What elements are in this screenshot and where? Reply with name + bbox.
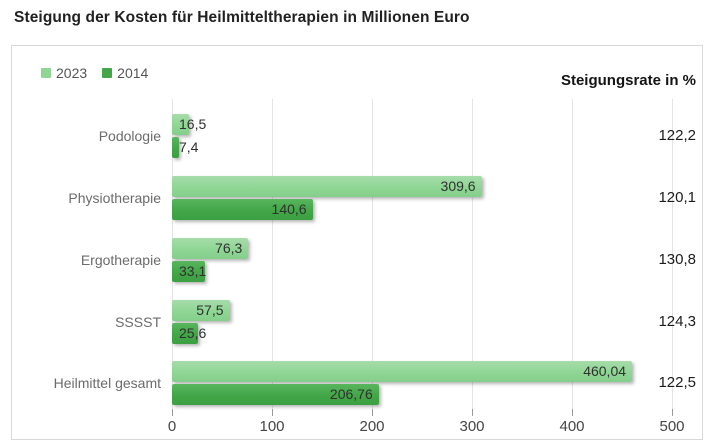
- chart-area: 2023 2014 Steigungsrate in % 0 100 200 300 40…: [11, 45, 703, 440]
- x-axis-label-400: 400: [559, 418, 585, 435]
- bar-value-label: 33,1: [179, 263, 207, 279]
- bar-2023-Podologie[interactable]: 16,5: [172, 114, 206, 135]
- tick-x-500: [672, 409, 673, 416]
- bar-value-label: 460,04: [583, 363, 627, 379]
- x-axis-label-300: 300: [459, 418, 485, 435]
- legend: 2023 2014: [41, 65, 148, 81]
- steigungsrate-value: 122,2: [658, 127, 696, 144]
- x-axis-label-0: 0: [167, 418, 177, 435]
- x-axis-label-500: 500: [659, 418, 685, 435]
- x-axis-label-200: 200: [359, 418, 385, 435]
- bar-value-label: 206,76: [329, 386, 373, 402]
- steigungsrate-value: 122,5: [658, 374, 696, 391]
- bar-2014-Physiotherapie[interactable]: 140,6: [172, 199, 313, 220]
- tick-x-100: [272, 409, 273, 416]
- bar-value-label: 309,6: [440, 178, 476, 194]
- bar-2023-Ergotherapie[interactable]: 76,3: [172, 238, 249, 259]
- legend-item-2023[interactable]: 2023: [41, 65, 87, 81]
- gridline-x-200: [372, 99, 373, 409]
- gridline-x-400: [572, 99, 573, 409]
- steigungsrate-value: 124,3: [658, 313, 696, 330]
- gridline-x-500: [672, 99, 673, 409]
- legend-label: 2023: [56, 65, 88, 81]
- tick-x-0: [172, 409, 173, 416]
- bar-2023-SSSST[interactable]: 57,5: [172, 300, 230, 321]
- bar-value-label: 25,6: [179, 325, 207, 341]
- category-label: Heilmittel gesamt: [53, 375, 161, 391]
- bar-value-label: 16,5: [179, 116, 207, 132]
- legend-swatch-icon: [41, 68, 51, 78]
- gridline-x-100: [272, 99, 273, 409]
- steigungsrate-value: 130,8: [658, 251, 696, 268]
- bar-2023-Heilmittel gesamt[interactable]: 460,04: [172, 361, 633, 382]
- tick-x-200: [372, 409, 373, 416]
- category-label: SSSST: [115, 314, 161, 330]
- tick-x-300: [472, 409, 473, 416]
- legend-label: 2014: [117, 65, 149, 81]
- tick-x-400: [572, 409, 573, 416]
- right-axis-title: Steigungsrate in %: [560, 72, 696, 89]
- legend-swatch-icon: [102, 68, 113, 78]
- gridline-x-300: [472, 99, 473, 409]
- bar-2014-Heilmittel gesamt[interactable]: 206,76: [172, 384, 379, 405]
- bar-value-label: 7,4: [179, 139, 199, 155]
- bar-value-label: 140,6: [271, 201, 307, 217]
- bar-2014-SSSST[interactable]: 25,6: [172, 323, 206, 344]
- steigungsrate-value: 120,1: [658, 189, 696, 206]
- legend-item-2014[interactable]: 2014: [102, 65, 148, 81]
- chart-title: Steigung der Kosten für Heilmitteltherap…: [14, 9, 470, 26]
- bar-2014-Podologie[interactable]: 7,4: [172, 137, 198, 158]
- category-label: Physiotherapie: [68, 190, 161, 206]
- bar-2023-Physiotherapie[interactable]: 309,6: [172, 176, 482, 197]
- category-label: Ergotherapie: [80, 252, 161, 268]
- bar-value-label: 76,3: [215, 240, 243, 256]
- category-label: Podologie: [98, 128, 161, 144]
- bar-2014-Ergotherapie[interactable]: 33,1: [172, 261, 207, 282]
- bar-value-label: 57,5: [196, 302, 224, 318]
- x-axis-label-100: 100: [259, 418, 285, 435]
